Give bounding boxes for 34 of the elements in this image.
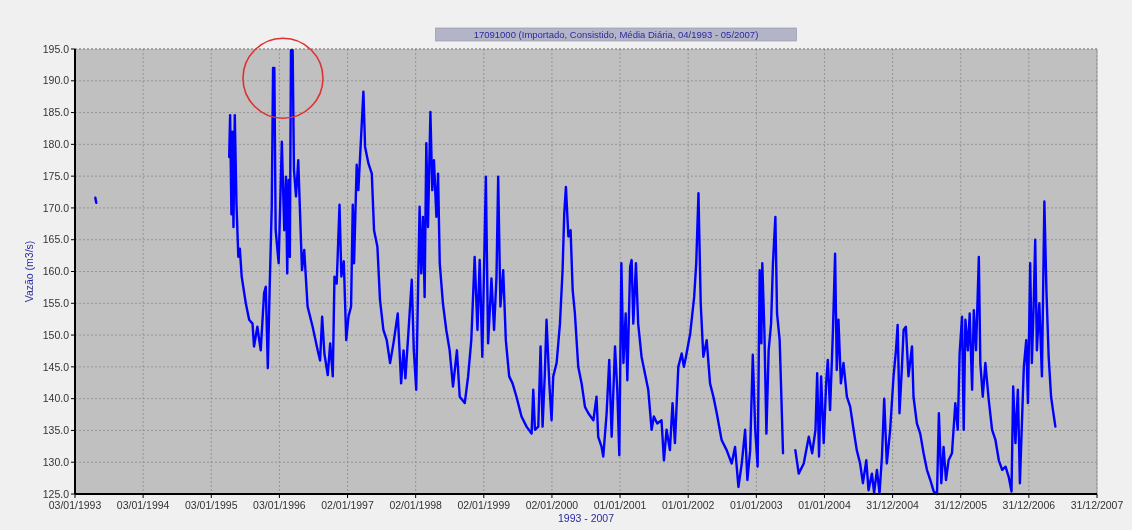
x-axis-title: 1993 - 2007	[557, 512, 615, 524]
y-tick-label: 130.0	[42, 455, 70, 468]
x-tick-label: 03/01/1993	[48, 499, 102, 511]
y-tick-label: 160.0	[42, 265, 70, 278]
x-tick-label: 01/01/2002	[661, 499, 715, 511]
y-tick-label: 165.0	[42, 233, 70, 246]
x-tick-label: 03/01/1996	[253, 499, 306, 511]
y-tick-label: 145.0	[42, 360, 70, 373]
x-tick-label: 31/12/2006	[1002, 499, 1056, 511]
x-tick-label: 31/12/2005	[934, 499, 988, 511]
x-tick-label: 01/01/2003	[730, 499, 783, 511]
y-tick-label: 140.0	[42, 392, 70, 405]
y-tick-label: 180.0	[42, 138, 70, 151]
x-tick-label: 02/01/1998	[389, 499, 443, 511]
y-tick-label: 155.0	[42, 296, 70, 309]
x-tick-label: 03/01/1994	[116, 499, 170, 511]
y-tick-label: 125.0	[42, 487, 70, 500]
x-tick-label: 02/01/1999	[457, 499, 511, 511]
x-tick-label: 31/12/2004	[866, 499, 920, 511]
y-tick-label: 185.0	[42, 106, 70, 119]
x-tick-label: 31/12/2007	[1070, 499, 1124, 511]
y-axis-title: Vazão (m3/s)	[23, 240, 35, 303]
x-tick-label: 02/01/2000	[525, 499, 579, 511]
y-tick-label: 170.0	[42, 201, 70, 214]
x-tick-label: 01/01/2004	[798, 499, 851, 511]
x-tick-label: 02/01/1997	[321, 499, 374, 511]
y-tick-label: 135.0	[42, 424, 70, 437]
y-tick-label: 195.0	[42, 42, 70, 55]
x-tick-label: 01/01/2001	[593, 499, 647, 511]
y-tick-label: 150.0	[42, 328, 70, 341]
chart-title: 17091000 (Importado, Consistido, Média Diária, 04/1993 - 05/2007)	[473, 29, 759, 40]
y-tick-label: 175.0	[42, 169, 70, 182]
x-tick-label: 03/01/1995	[184, 499, 238, 511]
y-tick-label: 190.0	[42, 74, 70, 87]
